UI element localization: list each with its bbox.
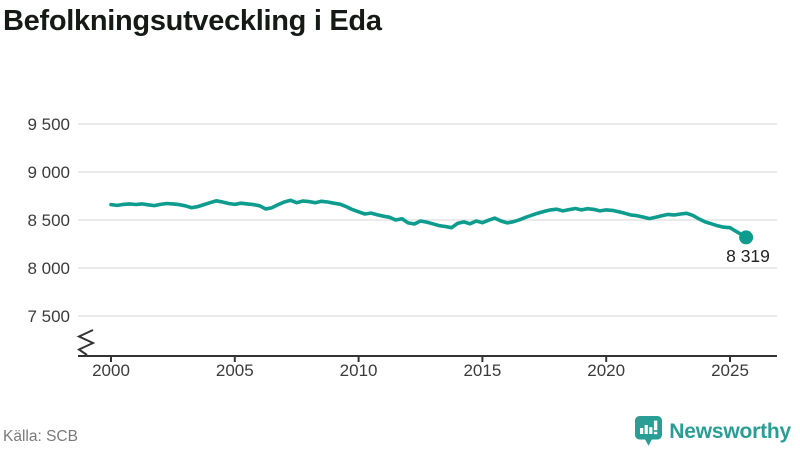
y-axis-label: 8 000: [27, 258, 70, 278]
newsworthy-wordmark: Newsworthy: [669, 419, 791, 443]
newsworthy-logo[interactable]: Newsworthy: [635, 415, 791, 448]
y-axis-label: 7 500: [27, 306, 70, 326]
last-point-marker: [739, 230, 754, 245]
x-axis-label: 2020: [587, 361, 626, 380]
last-value-label: 8 319: [726, 246, 770, 266]
chart-title: Befolkningsutveckling i Eda: [3, 5, 382, 37]
x-axis-label: 2015: [463, 361, 502, 380]
x-axis-label: 2010: [339, 361, 378, 380]
x-axis-label: 2005: [215, 361, 254, 380]
y-axis-label: 9 500: [27, 114, 70, 134]
y-axis-break-icon: [76, 329, 96, 356]
source-caption: Källa: SCB: [3, 428, 78, 445]
x-axis-label: 2025: [711, 361, 749, 380]
y-axis-label: 9 000: [27, 162, 70, 182]
y-axis-label: 8 500: [27, 210, 70, 230]
x-axis-label: 2000: [92, 361, 130, 380]
population-series-line: [109, 198, 748, 240]
bar-chart-speech-bubble-icon: [635, 416, 663, 446]
